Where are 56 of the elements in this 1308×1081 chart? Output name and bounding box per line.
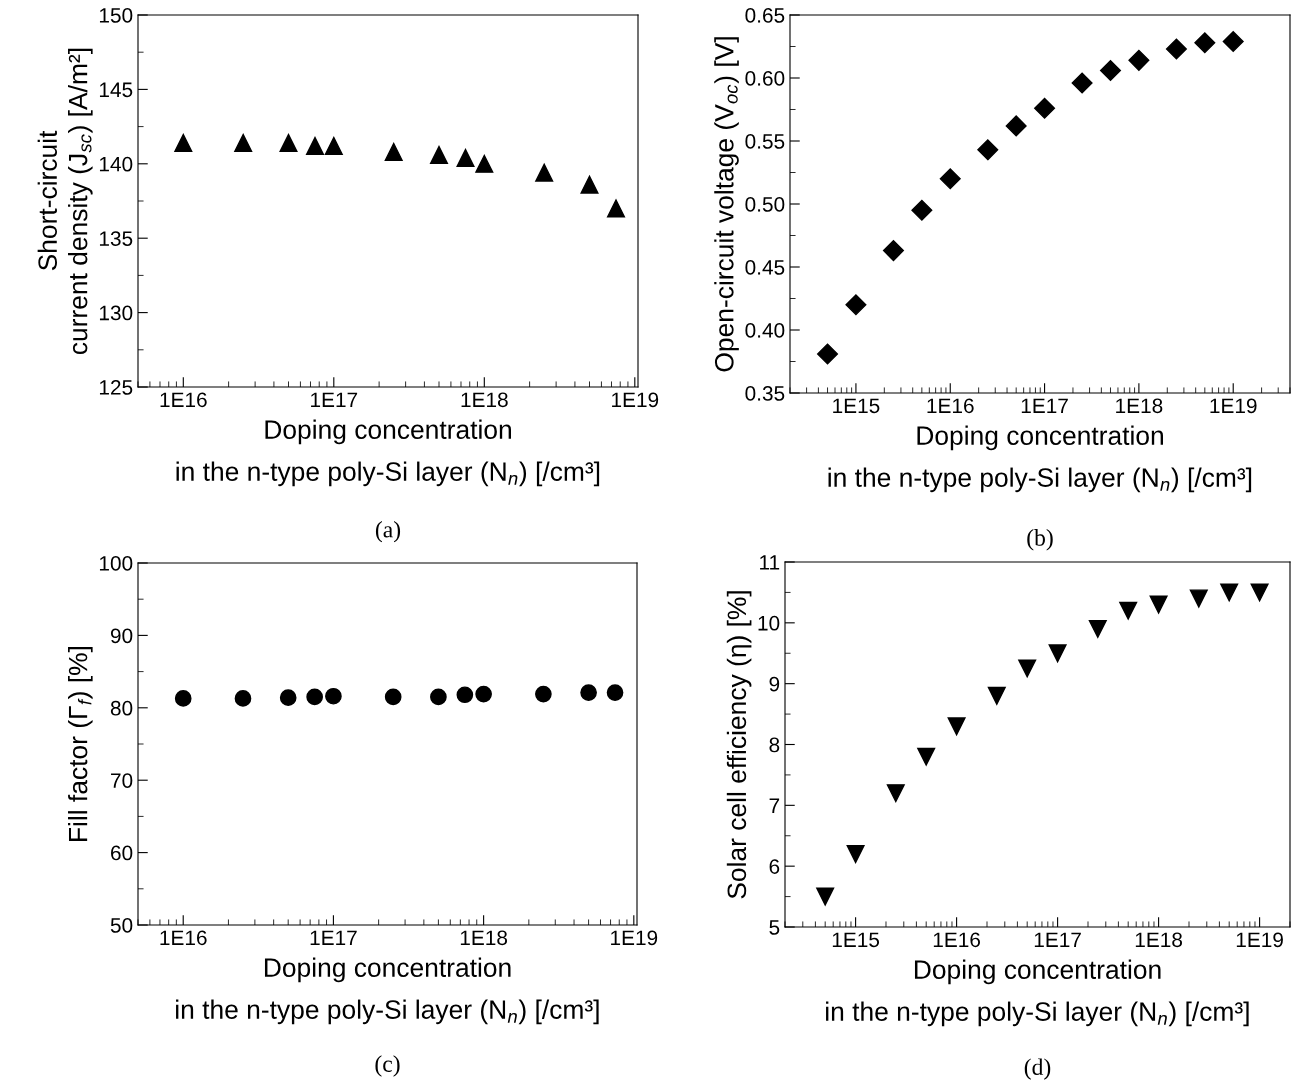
x-tick-label: 1E18 bbox=[460, 930, 508, 946]
y-tick-label: 0.55 bbox=[745, 134, 785, 149]
y-tick-label: 70 bbox=[111, 773, 133, 788]
x-axis-title: Doping concentration in the n-type poly-Si layer (N$_{n}$) [/cm³] bbox=[828, 425, 1252, 493]
y-axis-title: Open-circuit voltage (V$_{oc}$) [V] bbox=[714, 37, 739, 372]
x-tick-label: 1E19 bbox=[1236, 932, 1283, 948]
y-tick-label: 0.60 bbox=[745, 71, 785, 86]
y-tick-label: 0.35 bbox=[745, 386, 785, 401]
x-tick-label: 1E17 bbox=[310, 930, 357, 945]
text: (d) bbox=[1024, 1058, 1051, 1080]
x-tick-label: 1E18 bbox=[461, 392, 508, 408]
x-tick-label: 1E16 bbox=[160, 930, 207, 946]
y-tick-label: 50 bbox=[110, 918, 133, 933]
y-tick-label: 0.45 bbox=[745, 260, 785, 275]
x-tick-label: 1E18 bbox=[1135, 932, 1183, 948]
y-axis-title: Solar cell efficiency (η) [%] bbox=[726, 591, 752, 899]
x-axis-title: Doping concentration in the n-type poly-Si layer (N$_{n}$) [/cm³] bbox=[826, 959, 1249, 1027]
x-tick-label: 1E15 bbox=[832, 932, 880, 948]
x-tick-label: 1E19 bbox=[611, 930, 658, 946]
y-tick-label: 11 bbox=[760, 555, 780, 570]
y-tick-label: 7 bbox=[769, 798, 780, 813]
y-tick-label: 135 bbox=[99, 231, 133, 246]
x-tick-label: 1E16 bbox=[933, 932, 981, 948]
y-tick-label: 145 bbox=[99, 82, 133, 98]
y-tick-label: 100 bbox=[99, 556, 133, 571]
y-axis-title: Short-circuit current density (J$_{sc}$) [A/m²] bbox=[37, 48, 93, 355]
x-tick-label: 1E17 bbox=[1021, 398, 1068, 413]
x-axis-title: Doping concentration in the n-type poly-Si layer (N$_{n}$) [/cm³] bbox=[176, 957, 599, 1025]
y-tick-label: 80 bbox=[110, 700, 133, 716]
y-tick-label: 90 bbox=[110, 628, 133, 644]
x-tick-label: 1E19 bbox=[1210, 398, 1257, 414]
y-tick-label: 6 bbox=[769, 859, 780, 874]
y-tick-label: 0.40 bbox=[745, 323, 785, 338]
y-tick-label: 150 bbox=[99, 8, 133, 23]
y-axis-title: Fill factor (Γ$_{f}$) [%] bbox=[68, 646, 93, 841]
y-tick-label: 9 bbox=[769, 676, 780, 692]
x-tick-label: 1E19 bbox=[612, 392, 659, 408]
x-tick-label: 1E18 bbox=[1116, 398, 1163, 414]
text: (b) bbox=[1027, 529, 1053, 551]
y-tick-label: 60 bbox=[111, 845, 133, 861]
x-tick-label: 1E16 bbox=[160, 392, 207, 408]
text: (a) bbox=[375, 520, 401, 543]
y-tick-label: 0.50 bbox=[745, 197, 785, 212]
text: (c) bbox=[375, 1055, 400, 1077]
x-tick-label: 1E16 bbox=[927, 398, 974, 414]
y-tick-label: 140 bbox=[99, 156, 133, 172]
x-tick-label: 1E15 bbox=[833, 398, 880, 414]
x-axis-title: Doping concentration in the n-type poly-Si layer (N$_{n}$) [/cm³] bbox=[176, 419, 600, 487]
y-tick-label: 0.65 bbox=[745, 8, 785, 23]
y-tick-label: 8 bbox=[769, 737, 780, 753]
y-tick-label: 5 bbox=[769, 920, 780, 935]
x-tick-label: 1E17 bbox=[1034, 932, 1081, 947]
x-tick-label: 1E17 bbox=[311, 392, 358, 407]
y-tick-label: 130 bbox=[99, 305, 133, 321]
y-tick-label: 10 bbox=[758, 615, 780, 631]
y-tick-label: 125 bbox=[99, 380, 133, 395]
